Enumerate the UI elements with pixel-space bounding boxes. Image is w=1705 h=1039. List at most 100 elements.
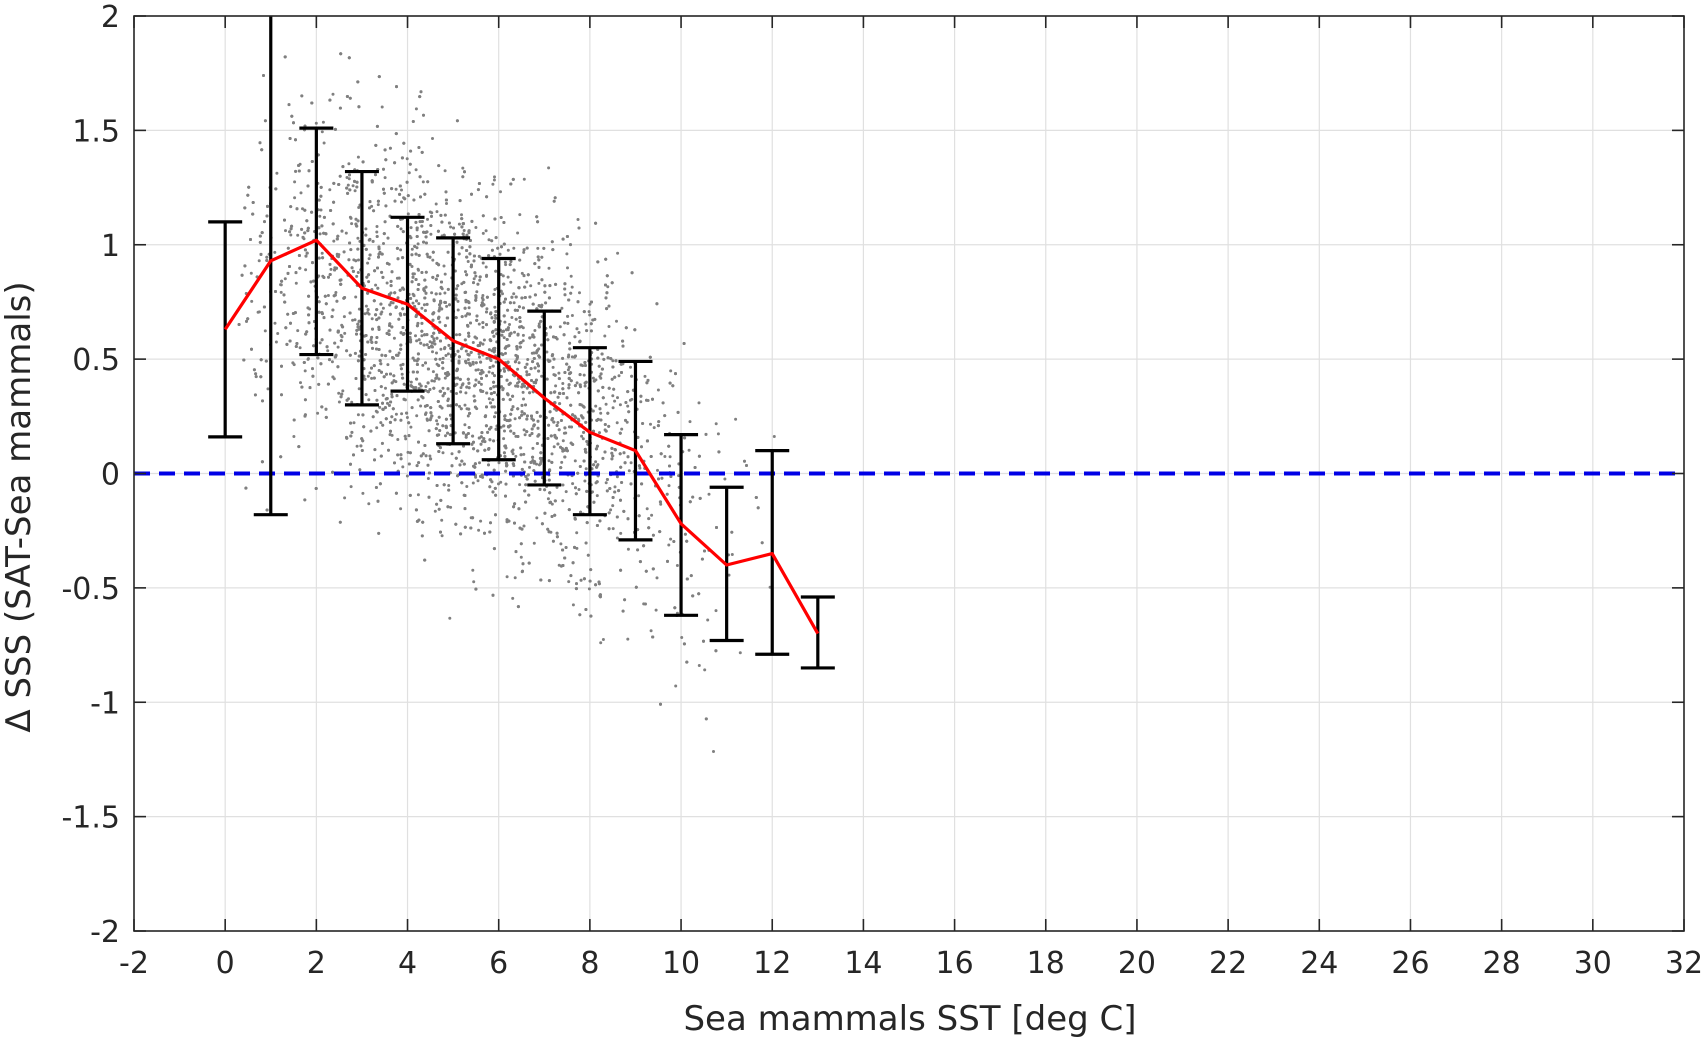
scatter-point: [586, 553, 590, 557]
scatter-point: [380, 370, 383, 374]
scatter-point: [571, 561, 575, 565]
scatter-point: [366, 311, 370, 315]
scatter-point: [377, 75, 381, 79]
scatter-point: [350, 266, 354, 270]
scatter-point: [431, 350, 434, 354]
scatter-point: [613, 448, 617, 451]
scatter-point: [401, 465, 405, 469]
scatter-point: [499, 289, 503, 293]
scatter-point: [279, 283, 283, 287]
scatter-point: [596, 389, 600, 393]
scatter-point: [479, 519, 483, 523]
scatter-point: [320, 130, 324, 134]
scatter-point: [263, 119, 267, 123]
scatter-point: [427, 346, 431, 349]
error-bar: [253, 16, 288, 517]
scatter-point: [567, 580, 571, 584]
scatter-point: [624, 326, 628, 330]
scatter-point: [563, 287, 567, 291]
scatter-point: [363, 312, 367, 316]
scatter-point: [502, 221, 506, 224]
scatter-point: [375, 230, 379, 234]
scatter-point: [542, 246, 546, 250]
scatter-point: [433, 509, 437, 513]
scatter-point: [349, 462, 352, 466]
scatter-point: [367, 398, 371, 402]
scatter-point: [297, 254, 301, 257]
scatter-point: [555, 535, 559, 539]
scatter-point: [349, 485, 353, 489]
scatter-point: [636, 435, 640, 439]
scatter-point: [384, 386, 387, 390]
scatter-point: [483, 448, 487, 452]
scatter-point: [408, 162, 412, 166]
scatter-point: [502, 242, 506, 246]
scatter-point: [637, 464, 641, 468]
scatter-point: [446, 250, 450, 254]
scatter-point: [604, 429, 608, 433]
scatter-point: [431, 137, 434, 140]
scatter-point: [251, 212, 255, 216]
scatter-point: [567, 298, 571, 302]
scatter-point: [560, 460, 564, 464]
scatter-point: [509, 412, 513, 416]
scatter-point: [530, 414, 533, 418]
scatter-point: [493, 313, 497, 317]
scatter-point: [348, 188, 352, 192]
scatter-point: [576, 471, 580, 475]
scatter-point: [305, 219, 309, 223]
scatter-point: [416, 242, 420, 246]
scatter-point: [368, 200, 372, 204]
scatter-point: [609, 508, 613, 512]
scatter-point: [333, 127, 337, 131]
scatter-point: [417, 461, 421, 465]
scatter-point: [531, 455, 535, 459]
scatter-point: [341, 389, 345, 393]
scatter-point: [306, 357, 310, 361]
scatter-point: [356, 219, 360, 223]
scatter-point: [420, 220, 424, 223]
scatter-point: [472, 281, 475, 285]
scatter-point: [540, 278, 544, 282]
scatter-point: [569, 403, 573, 407]
scatter-point: [399, 457, 403, 461]
scatter-point: [459, 407, 463, 411]
scatter-point: [575, 582, 578, 586]
scatter-point: [456, 284, 460, 288]
scatter-point: [513, 417, 517, 421]
scatter-point: [538, 462, 542, 466]
scatter-point: [487, 463, 490, 467]
scatter-point: [565, 252, 569, 256]
scatter-point: [472, 580, 476, 584]
scatter-point: [390, 187, 394, 191]
scatter-point: [357, 307, 361, 311]
scatter-point: [546, 338, 550, 342]
scatter-point: [438, 404, 442, 408]
scatter-point: [370, 179, 374, 183]
scatter-point: [393, 418, 397, 422]
scatter-point: [342, 315, 346, 319]
scatter-point: [288, 339, 292, 343]
scatter-point: [355, 328, 359, 332]
scatter-point: [341, 325, 345, 329]
scatter-point: [387, 448, 390, 452]
scatter-point: [702, 639, 705, 643]
scatter-point: [573, 459, 577, 463]
scatter-point: [405, 157, 409, 161]
scatter-point: [514, 295, 518, 299]
scatter-point: [599, 411, 603, 415]
scatter-point: [523, 365, 527, 369]
scatter-point: [377, 531, 381, 535]
scatter-point: [513, 502, 517, 506]
scatter-point: [382, 187, 385, 191]
scatter-point: [390, 270, 394, 274]
scatter-point: [440, 220, 444, 224]
scatter-point: [362, 425, 366, 429]
scatter-point: [471, 434, 475, 438]
scatter-point: [435, 336, 439, 340]
scatter-point: [439, 213, 443, 217]
scatter-point: [640, 482, 644, 486]
scatter-point: [558, 402, 562, 406]
scatter-point: [470, 219, 474, 223]
scatter-point: [448, 616, 452, 620]
